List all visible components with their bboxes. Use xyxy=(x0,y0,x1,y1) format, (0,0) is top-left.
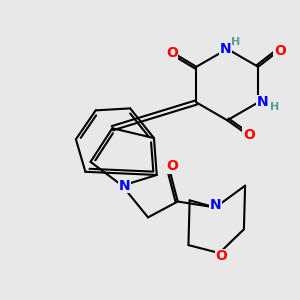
Text: O: O xyxy=(166,159,178,173)
Text: O: O xyxy=(215,249,227,263)
Text: O: O xyxy=(166,46,178,60)
Text: N: N xyxy=(220,42,231,56)
Text: N: N xyxy=(257,95,269,110)
Text: N: N xyxy=(210,199,221,212)
Text: H: H xyxy=(270,102,279,112)
Text: O: O xyxy=(243,128,255,142)
Text: H: H xyxy=(231,37,241,47)
Text: N: N xyxy=(118,179,130,193)
Text: O: O xyxy=(274,44,286,58)
